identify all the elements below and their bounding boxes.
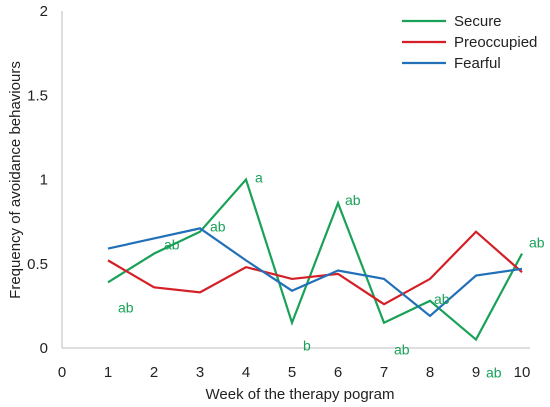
x-axis-title: Week of the therapy pogram: [206, 386, 395, 403]
legend-label-fearful: Fearful: [454, 55, 501, 72]
series-line-secure: [107, 177, 523, 342]
annotation-label: ab: [434, 291, 450, 307]
axes: [61, 11, 530, 349]
x-tick-label: 4: [242, 364, 250, 381]
x-tick-label: 0: [58, 364, 66, 381]
x-tick-label: 3: [196, 364, 204, 381]
annotation-label: ab: [394, 342, 410, 358]
annotation-label: b: [303, 338, 311, 354]
y-tick-label: 1: [40, 172, 48, 189]
x-tick-label: 7: [380, 364, 388, 381]
x-tick-label: 9: [472, 364, 480, 381]
x-tick-label: 6: [334, 364, 342, 381]
y-tick-label: 1.5: [27, 87, 48, 104]
legend-label-preoccupied: Preoccupied: [454, 34, 537, 51]
x-tick-label: 5: [288, 364, 296, 381]
legend-label-secure: Secure: [454, 13, 502, 30]
x-tick-label: 2: [150, 364, 158, 381]
annotation-label: ab: [486, 365, 502, 381]
series-layer: [107, 177, 523, 342]
annotation-label: ab: [118, 299, 134, 315]
annotation-label: ab: [345, 192, 361, 208]
x-tick-label: 8: [426, 364, 434, 381]
annotation-label: a: [255, 170, 263, 186]
y-tick-label: 0.5: [27, 256, 48, 273]
series-line-fearful: [107, 227, 523, 318]
x-tick-label: 1: [104, 364, 112, 381]
x-tick-label: 10: [514, 364, 531, 381]
y-tick-label: 0: [40, 340, 48, 357]
tick-labels: 0 1 2 3 4 5 6 7 8 9 10 0 0.5 1 1.5 2: [27, 3, 530, 381]
annotation-label: ab: [210, 219, 226, 235]
y-tick-label: 2: [40, 3, 48, 20]
annotation-label: ab: [164, 237, 180, 253]
annotation-label: ab: [529, 235, 545, 251]
series-line-preoccupied: [107, 230, 523, 306]
y-axis-title: Frequency of avoidance behaviours: [7, 61, 24, 299]
legend: Secure Preoccupied Fearful: [402, 13, 537, 72]
